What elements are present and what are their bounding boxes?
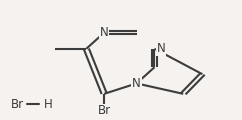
Text: Br: Br — [11, 98, 24, 111]
Text: H: H — [44, 98, 53, 111]
Text: N: N — [157, 42, 166, 55]
Text: N: N — [100, 26, 109, 39]
Text: N: N — [132, 77, 141, 90]
Text: Br: Br — [98, 104, 111, 117]
